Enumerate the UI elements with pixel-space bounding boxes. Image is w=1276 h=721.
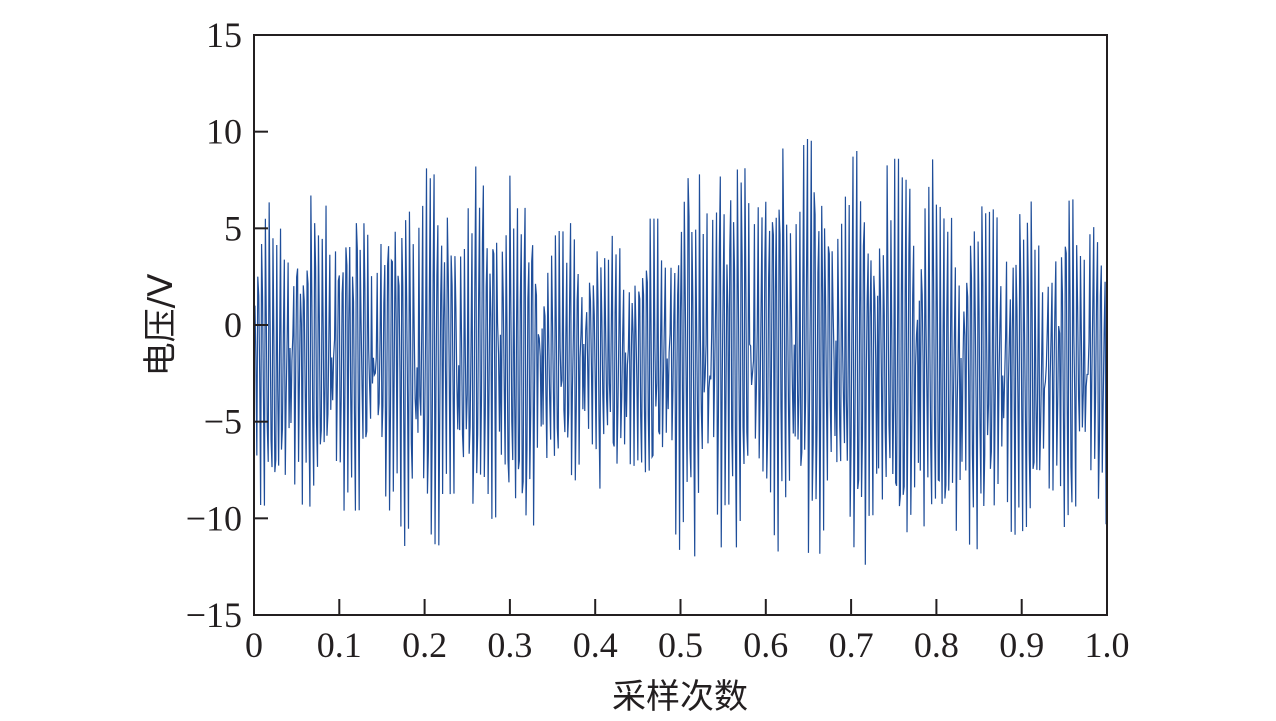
y-tick-label: 15: [206, 15, 242, 55]
tick-labels: 0 0.1 0.2 0.3 0.4 0.5 0.6 0.7 0.8 0.9 1.0 15 10 5 0 −5 −…: [186, 15, 1130, 665]
y-tick-label: 5: [224, 208, 242, 248]
x-axis-title: 采样次数: [612, 677, 748, 717]
x-tick-label: 0.4: [573, 625, 618, 665]
y-tick-label: 0: [224, 305, 242, 345]
y-tick-label: −10: [186, 498, 242, 538]
x-tick-label: 0.3: [487, 625, 532, 665]
axis-ticks: [253, 34, 1108, 616]
y-tick-label: 10: [206, 112, 242, 152]
x-tick-label: 1.0: [1085, 625, 1130, 665]
signal-series: [253, 138, 1108, 565]
x-tick-label: 0.2: [402, 625, 447, 665]
x-tick-label: 0.8: [914, 625, 959, 665]
x-tick-label: 0: [245, 625, 263, 665]
y-tick-label: −5: [204, 402, 242, 442]
x-tick-label: 0.6: [743, 625, 788, 665]
y-tick-label: −15: [186, 595, 242, 635]
x-tick-label: 0.1: [317, 625, 362, 665]
x-tick-label: 0.5: [658, 625, 703, 665]
x-tick-label: 0.9: [999, 625, 1044, 665]
y-axis-title: 电压/V: [141, 274, 181, 377]
signal-line: [253, 138, 1108, 565]
x-tick-label: 0.7: [829, 625, 874, 665]
